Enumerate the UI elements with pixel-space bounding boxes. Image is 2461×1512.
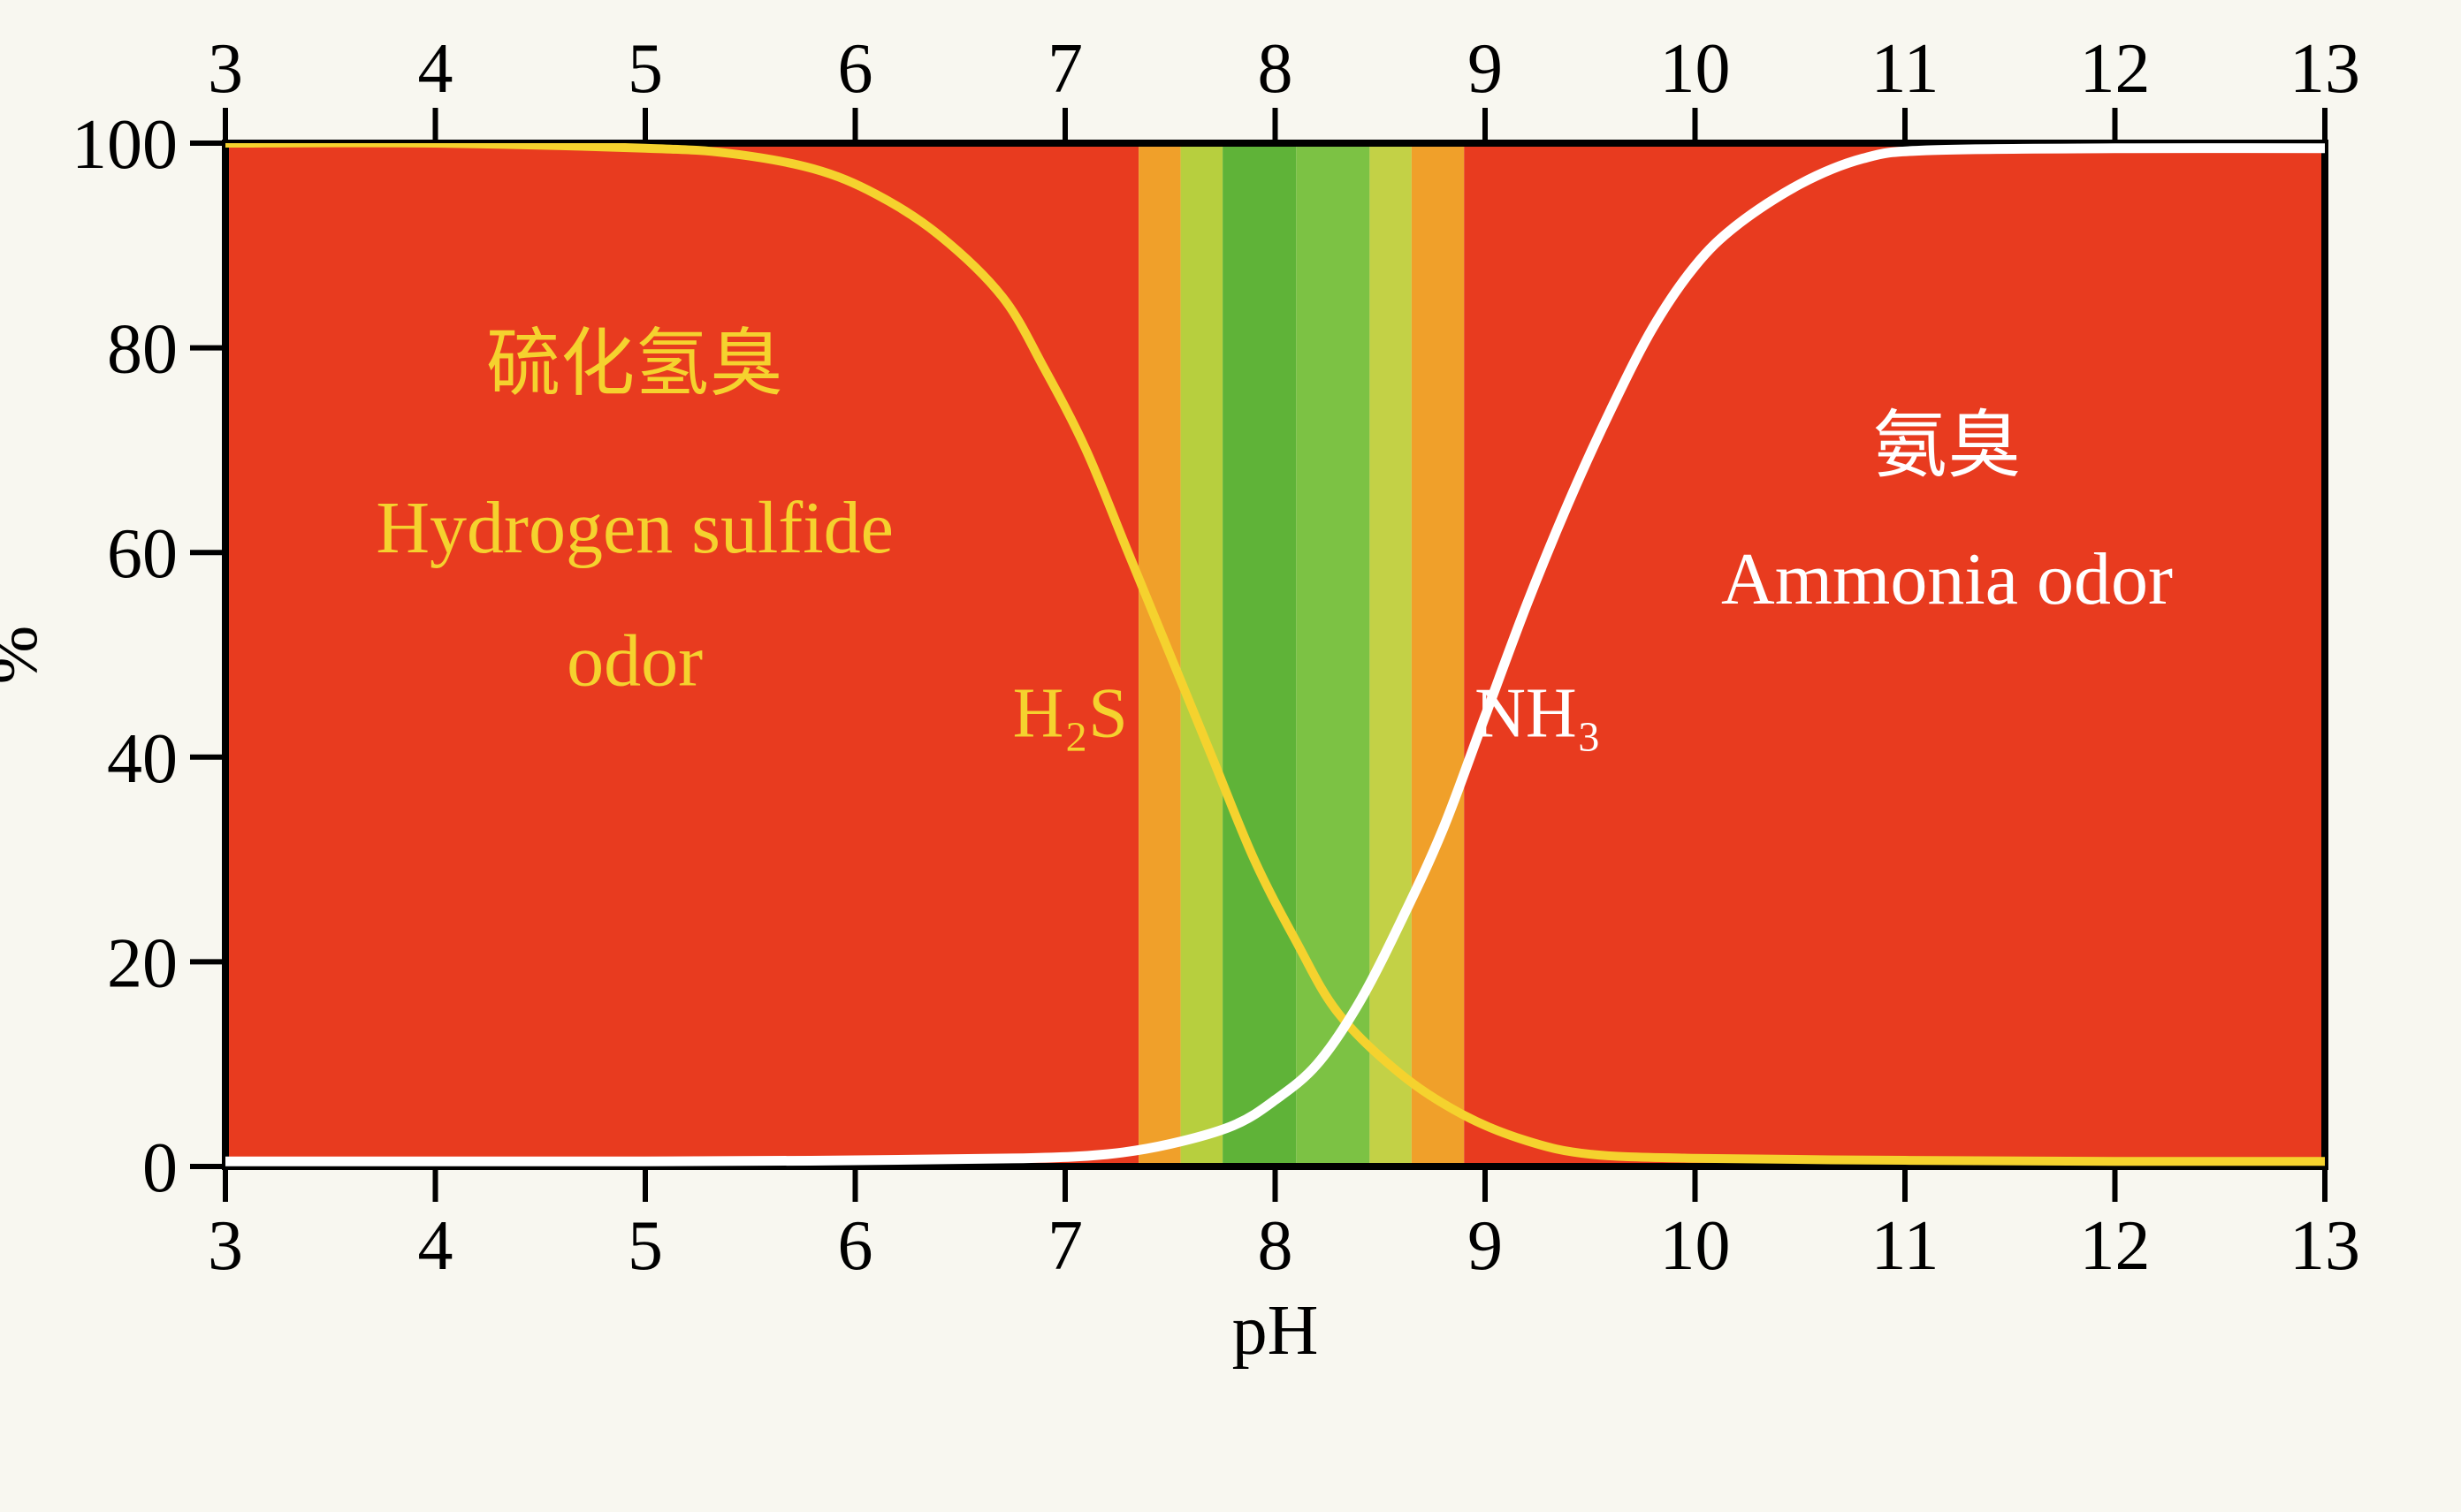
bg-band: [1369, 143, 1412, 1166]
x-tick-label-bottom: 11: [1871, 1207, 1939, 1285]
x-tick-label-top: 6: [838, 30, 873, 108]
annotation-h2s-formula: H₂S: [1013, 675, 1128, 753]
annotation-nh3-formula: NH₃: [1474, 675, 1601, 753]
x-tick-label-bottom: 13: [2290, 1207, 2360, 1285]
x-tick-label-top: 10: [1660, 30, 1731, 108]
x-tick-label-bottom: 6: [838, 1207, 873, 1285]
x-tick-label-top: 8: [1258, 30, 1293, 108]
y-tick-label: 80: [107, 311, 178, 389]
bg-band: [1464, 143, 2325, 1166]
annotation-nh3-en: Ammonia odor: [1721, 538, 2173, 620]
x-tick-label-bottom: 7: [1048, 1207, 1083, 1285]
y-tick-label: 60: [107, 515, 178, 593]
x-tick-label-bottom: 4: [418, 1207, 453, 1285]
x-tick-label-top: 12: [2080, 30, 2151, 108]
x-tick-label-top: 9: [1467, 30, 1503, 108]
x-tick-label-bottom: 3: [208, 1207, 243, 1285]
x-tick-label-top: 7: [1048, 30, 1083, 108]
background-bands: [225, 143, 2325, 1166]
bg-band: [1223, 143, 1296, 1166]
y-tick-label: 0: [142, 1129, 178, 1207]
x-tick-label-top: 4: [418, 30, 453, 108]
x-tick-label-top: 3: [208, 30, 243, 108]
y-tick-label: 20: [107, 924, 178, 1002]
x-tick-label-bottom: 10: [1660, 1207, 1731, 1285]
x-tick-label-bottom: 9: [1467, 1207, 1503, 1285]
annotation-h2s-en1: Hydrogen sulfide: [376, 487, 894, 569]
y-tick-label: 100: [72, 106, 178, 184]
annotation-h2s-cn: 硫化氢臭: [486, 323, 783, 406]
bg-band: [1181, 143, 1223, 1166]
y-tick-label: 40: [107, 720, 178, 798]
annotation-h2s-en2: odor: [567, 620, 703, 703]
chart-container: 3 4 5 6 7 8 9 10 11 12 13 3 4 5 6 7 8 9 10 11 12 13 0 20 40 60 8…: [0, 0, 2461, 1512]
x-axis-label: pH: [1232, 1292, 1319, 1370]
x-tick-label-top: 5: [628, 30, 663, 108]
annotation-nh3-cn: 氨臭: [1872, 406, 2021, 488]
y-axis-label: %: [0, 626, 52, 685]
ph-odor-chart: 3 4 5 6 7 8 9 10 11 12 13 3 4 5 6 7 8 9 10 11 12 13 0 20 40 60 8…: [0, 0, 2461, 1512]
x-tick-label-top: 13: [2290, 30, 2360, 108]
x-tick-label-bottom: 12: [2080, 1207, 2151, 1285]
x-tick-label-bottom: 8: [1258, 1207, 1293, 1285]
x-tick-label-top: 11: [1871, 30, 1939, 108]
x-tick-label-bottom: 5: [628, 1207, 663, 1285]
bg-band: [1412, 143, 1464, 1166]
